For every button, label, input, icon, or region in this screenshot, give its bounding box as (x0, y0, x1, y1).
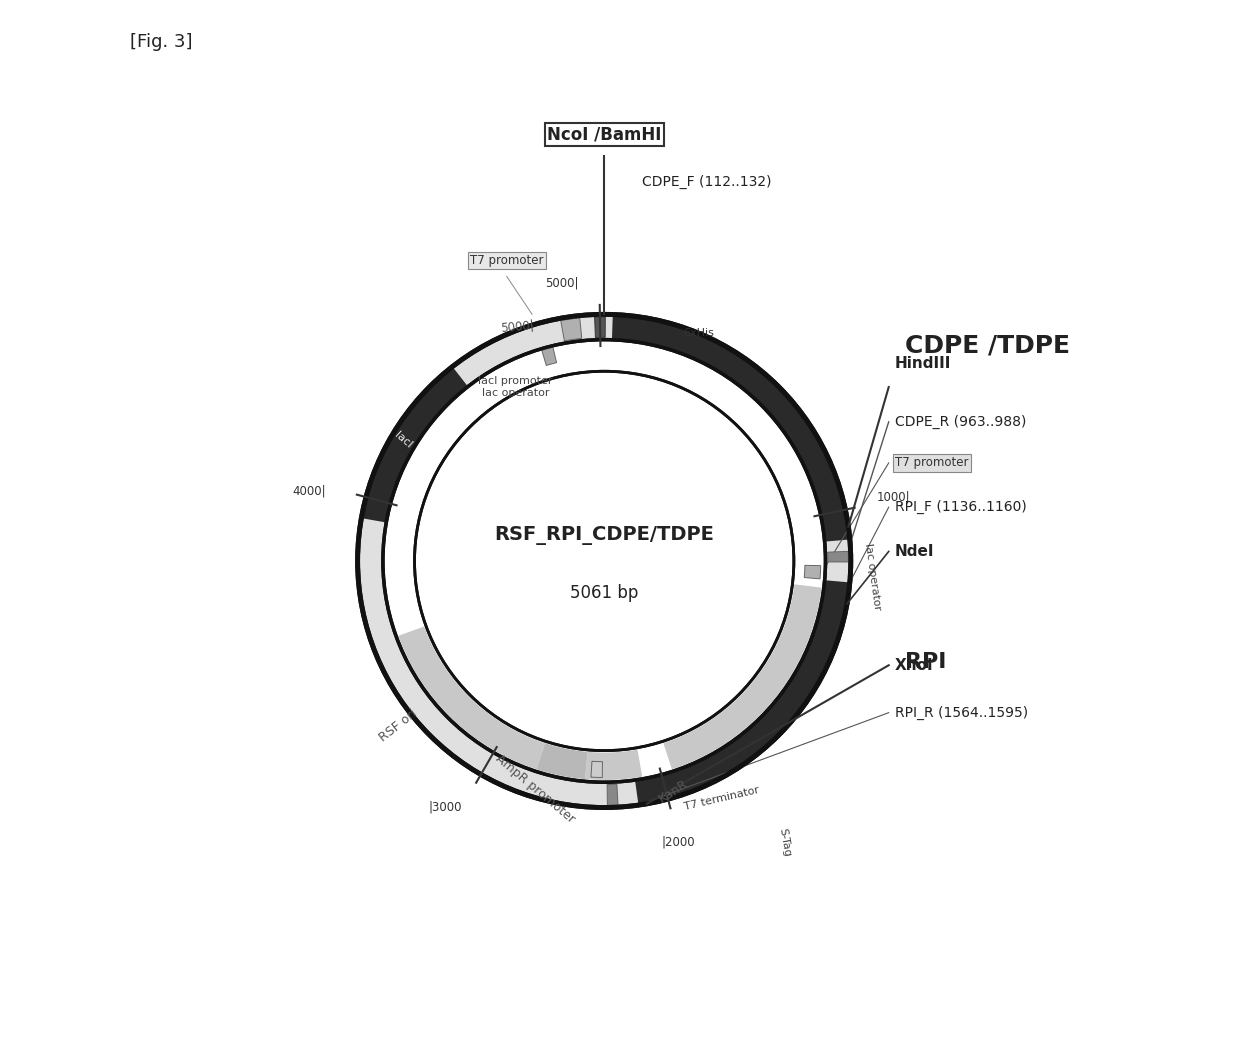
Text: CDPE_R (963..988): CDPE_R (963..988) (895, 415, 1027, 429)
Polygon shape (371, 479, 391, 494)
Text: 4000|: 4000| (293, 485, 326, 498)
Polygon shape (637, 777, 660, 800)
Polygon shape (518, 737, 541, 763)
Polygon shape (635, 581, 848, 804)
Text: |3000: |3000 (429, 801, 463, 814)
Text: RPI_R (1564..1595): RPI_R (1564..1595) (895, 706, 1028, 720)
Polygon shape (370, 476, 394, 501)
Polygon shape (398, 627, 546, 769)
Polygon shape (436, 377, 460, 399)
Text: NcoI /BamHI: NcoI /BamHI (547, 126, 661, 143)
Polygon shape (624, 751, 640, 779)
Polygon shape (365, 496, 389, 520)
Text: T7 terminator: T7 terminator (683, 784, 760, 812)
Polygon shape (591, 761, 603, 777)
Polygon shape (823, 519, 846, 541)
Text: 5000|: 5000| (546, 276, 579, 290)
Text: RPI: RPI (904, 652, 946, 673)
Text: 6xHis: 6xHis (683, 328, 714, 338)
Text: lacI promoter
lac operator: lacI promoter lac operator (479, 376, 553, 399)
Polygon shape (595, 317, 605, 338)
Text: CDPE_F (112..132): CDPE_F (112..132) (642, 175, 771, 188)
Polygon shape (791, 586, 818, 607)
Polygon shape (585, 750, 642, 780)
Text: RSF_RPI_CDPE/TDPE: RSF_RPI_CDPE/TDPE (495, 526, 714, 545)
Polygon shape (613, 316, 848, 542)
Polygon shape (367, 504, 387, 519)
Text: NdeI: NdeI (895, 544, 935, 559)
Text: RSF ori: RSF ori (377, 707, 420, 744)
Text: S-Tag: S-Tag (777, 827, 792, 858)
Polygon shape (805, 565, 821, 578)
Polygon shape (827, 551, 848, 562)
Text: [Fig. 3]: [Fig. 3] (130, 33, 192, 51)
Polygon shape (663, 585, 822, 769)
Polygon shape (542, 347, 557, 365)
Text: T7 promoter: T7 promoter (470, 254, 543, 267)
Text: AmpR promoter: AmpR promoter (492, 752, 577, 825)
Text: 5061 bp: 5061 bp (570, 584, 639, 601)
Polygon shape (362, 367, 467, 522)
Text: CDPE /TDPE: CDPE /TDPE (904, 334, 1070, 358)
Text: lac operator: lac operator (863, 543, 883, 611)
Text: RPI_F (1136..1160): RPI_F (1136..1160) (895, 500, 1027, 515)
Polygon shape (560, 318, 582, 341)
Text: lacI: lacI (393, 430, 414, 451)
Text: |2000: |2000 (661, 836, 694, 848)
Polygon shape (357, 315, 851, 808)
Polygon shape (608, 784, 618, 805)
Text: T7 promoter: T7 promoter (895, 456, 968, 470)
Polygon shape (537, 743, 588, 779)
Text: KanR: KanR (657, 777, 691, 805)
Text: XhoI: XhoI (895, 658, 934, 673)
Text: HindIII: HindIII (895, 357, 951, 371)
Text: 1000|: 1000| (877, 491, 910, 503)
Text: 5000|: 5000| (500, 319, 534, 335)
